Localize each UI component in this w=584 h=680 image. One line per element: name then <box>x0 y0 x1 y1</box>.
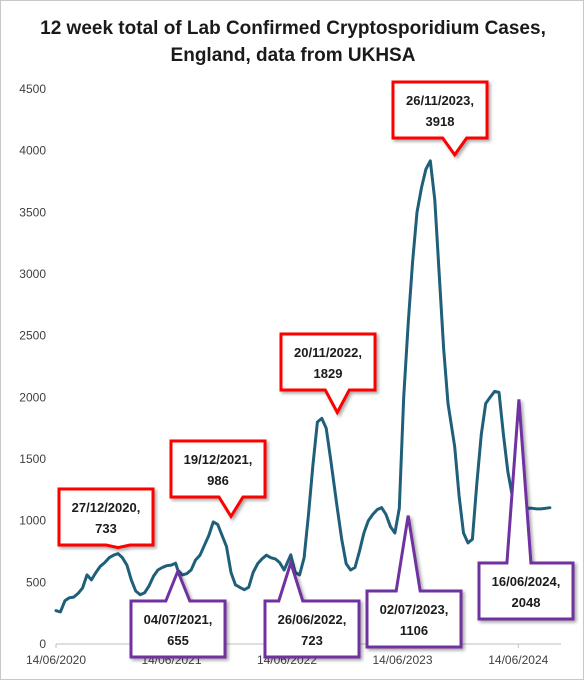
chart-title: 12 week total of Lab Confirmed Cryptospo… <box>40 18 546 66</box>
callout-text: 2048 <box>512 595 541 610</box>
callout-text: 19/12/2021, <box>184 452 253 467</box>
x-tick-label: 14/06/2020 <box>26 653 86 667</box>
callout-text: 1106 <box>400 623 428 638</box>
callout-text: 723 <box>301 633 323 648</box>
callout-box <box>477 399 575 621</box>
callout-text: 733 <box>95 521 117 536</box>
y-tick-label: 3500 <box>19 205 46 219</box>
callout-box <box>279 332 377 416</box>
y-tick-label: 2500 <box>19 329 46 343</box>
callout-text: 04/07/2021, <box>144 612 213 627</box>
callout-box <box>129 567 227 659</box>
callout-5: 20/11/2022, 1829 <box>279 332 377 416</box>
callout-8: 16/06/2024, 2048 <box>477 399 575 621</box>
callout-text: 16/06/2024, <box>492 574 561 589</box>
callout-text: 1829 <box>314 366 343 381</box>
callout-7: 26/11/2023, 3918 <box>391 80 489 158</box>
callout-text: 3918 <box>426 114 455 129</box>
y-tick-label: 4500 <box>19 82 46 96</box>
callout-text: 26/06/2022, <box>278 612 347 627</box>
y-tick-label: 1500 <box>19 452 46 466</box>
y-tick-label: 1000 <box>19 514 46 528</box>
callout-text: 27/12/2020, <box>72 500 141 515</box>
callout-text: 02/07/2023, <box>380 602 449 617</box>
callout-4: 26/06/2022, 723 <box>263 557 361 659</box>
callout-text: 655 <box>167 633 189 648</box>
series-line <box>54 159 552 614</box>
callout-3: 19/12/2021, 986 <box>169 439 267 520</box>
y-tick-label: 2000 <box>19 390 46 404</box>
callout-2: 04/07/2021, 655 <box>129 567 227 659</box>
x-tick-label: 14/06/2023 <box>372 653 432 667</box>
callout-6: 02/07/2023, 1106 <box>365 515 463 649</box>
callout-box <box>391 80 489 158</box>
y-tick-label: 3000 <box>19 267 46 281</box>
y-tick-label: 0 <box>39 637 46 651</box>
callout-box <box>263 557 361 659</box>
callout-box <box>57 487 155 550</box>
callout-text: 20/11/2022, <box>294 345 362 360</box>
y-tick-label: 500 <box>26 575 46 589</box>
callout-box <box>365 515 463 649</box>
callout-text: 26/11/2023, <box>406 93 474 108</box>
callout-text: 986 <box>207 473 229 488</box>
callout-box <box>169 439 267 520</box>
x-tick-label: 14/06/2024 <box>488 653 548 667</box>
y-tick-label: 4000 <box>19 144 46 158</box>
callout-1: 27/12/2020, 733 <box>57 487 155 550</box>
